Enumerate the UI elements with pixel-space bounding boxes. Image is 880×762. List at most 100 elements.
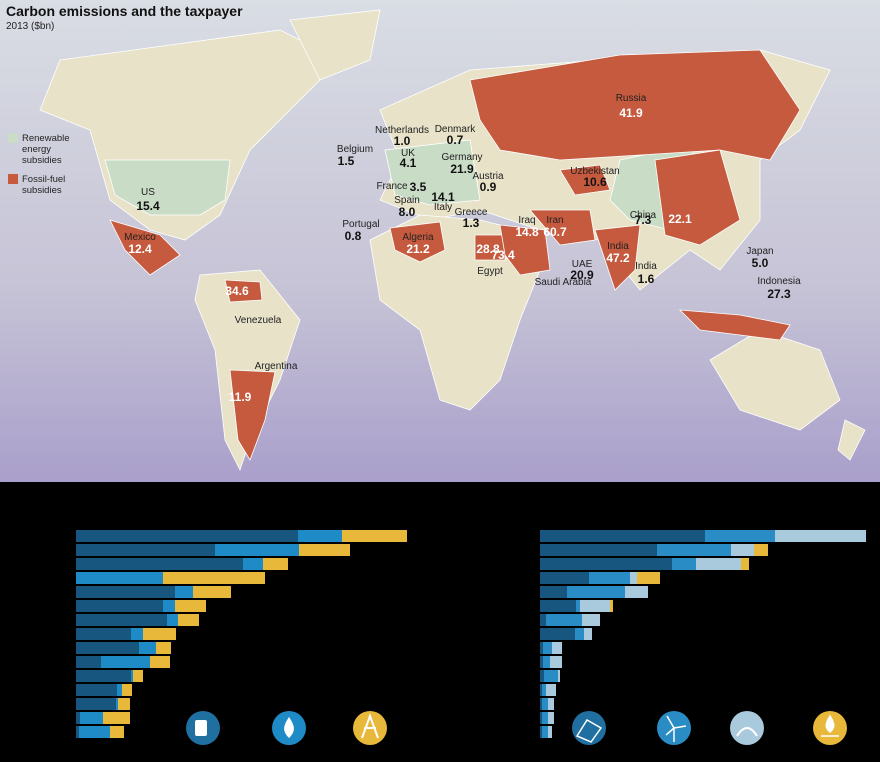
country-value: 10.6 [583, 175, 607, 189]
bar-segment [103, 712, 130, 724]
bar-segment [131, 628, 143, 640]
bar-segment [540, 698, 542, 710]
bar-segment [610, 600, 613, 612]
country-name: Saudi Arabia [534, 277, 592, 288]
bar-segment [696, 558, 741, 570]
bar-segment [548, 712, 554, 724]
country-name: France [376, 181, 408, 192]
bar-segment [672, 558, 696, 570]
country-name: Iraq [518, 215, 536, 226]
bar-segment [543, 642, 552, 654]
bar-segment [542, 698, 548, 710]
country-name: UK [401, 148, 415, 159]
country-value: 14.1 [431, 190, 455, 204]
country-value: 0.9 [479, 180, 497, 194]
legend-item: Fossil-fuel subsidies [8, 174, 83, 196]
bar-segment [133, 670, 143, 682]
country-value: 4.1 [399, 156, 417, 170]
bar-segment [110, 726, 124, 738]
bar-segment [582, 614, 600, 626]
bar-segment [139, 642, 156, 654]
bar-segment [548, 698, 554, 710]
legend-item: Renewable energy subsidies [8, 133, 83, 166]
bar-segment [76, 628, 131, 640]
bar-segment [548, 726, 552, 738]
bio-icon [821, 714, 839, 737]
bar-segment [741, 558, 749, 570]
country-name: Denmark [434, 124, 476, 135]
bar-segment [163, 572, 265, 584]
country-value: 21.2 [406, 242, 430, 256]
bar-segment [540, 656, 543, 668]
bar-segment [76, 530, 298, 542]
country-value: 12.4 [128, 242, 152, 256]
country-value: 5.0 [751, 256, 769, 270]
bar-segment [156, 642, 171, 654]
bar-segment [576, 600, 580, 612]
bar-segment [193, 586, 231, 598]
bar-segment [558, 670, 560, 682]
bar-segment [540, 544, 657, 556]
title: Carbon emissions and the taxpayer [6, 3, 243, 19]
country-value: 7.3 [634, 213, 652, 227]
country-name: Japan [746, 246, 774, 257]
bar-segment [215, 544, 299, 556]
country-name: Spain [394, 195, 420, 206]
fossil-countries [109, 49, 801, 461]
country-value: 11.9 [228, 390, 252, 404]
solar-icon [572, 711, 606, 745]
bar-segment [580, 600, 610, 612]
bar-segment [116, 698, 118, 710]
bar-segment [540, 726, 542, 738]
bar-segment [657, 544, 731, 556]
bar-segment [705, 530, 775, 542]
country-name: Germany [441, 152, 483, 163]
bar-segment [550, 656, 562, 668]
bar-segment [298, 530, 342, 542]
bar-segment [637, 572, 660, 584]
bar-segment [150, 656, 170, 668]
country-name: India [635, 261, 657, 272]
country-value: 41.9 [619, 106, 643, 120]
bar-segment [544, 670, 558, 682]
bar-segment [542, 684, 546, 696]
bar-segment [243, 558, 263, 570]
legend-swatch [8, 174, 18, 184]
bar-segment [76, 726, 79, 738]
bar-segment [546, 614, 582, 626]
country-value: 8.0 [398, 205, 416, 219]
bar-segment [540, 572, 589, 584]
country-name: China [629, 210, 657, 221]
country-name: Portugal [342, 219, 380, 230]
world-map [0, 0, 880, 482]
bar-segment [543, 656, 550, 668]
country-name: Netherlands [375, 125, 429, 136]
bar-segment [163, 600, 175, 612]
country-value: 34.6 [225, 284, 249, 298]
bar-segment [80, 712, 103, 724]
bar-segment [263, 558, 288, 570]
bar-segment [76, 558, 243, 570]
country-value: 15.4 [136, 199, 160, 213]
country-value: 47.2 [606, 251, 630, 265]
country-name: US [141, 187, 155, 198]
country-name: Russia [615, 93, 647, 104]
gas-icon [284, 717, 294, 738]
bar-segment [76, 698, 116, 710]
bar-segment [76, 670, 131, 682]
country-value: 1.5 [337, 154, 355, 168]
oil-icon [195, 720, 207, 736]
country-value: 14.8 [515, 225, 539, 239]
bar-segment [625, 586, 648, 598]
bar-segment [589, 572, 630, 584]
country-name: Egypt [477, 266, 503, 277]
bar-segment [76, 544, 215, 556]
country-name: Italy [433, 202, 453, 213]
legend-label: Fossil-fuel subsidies [22, 174, 66, 196]
bar-segment [76, 712, 80, 724]
subtitle: 2013 ($bn) [6, 21, 55, 32]
bar-segment [122, 684, 132, 696]
country-name: Indonesia [757, 276, 801, 287]
country-name: Algeria [402, 232, 434, 243]
